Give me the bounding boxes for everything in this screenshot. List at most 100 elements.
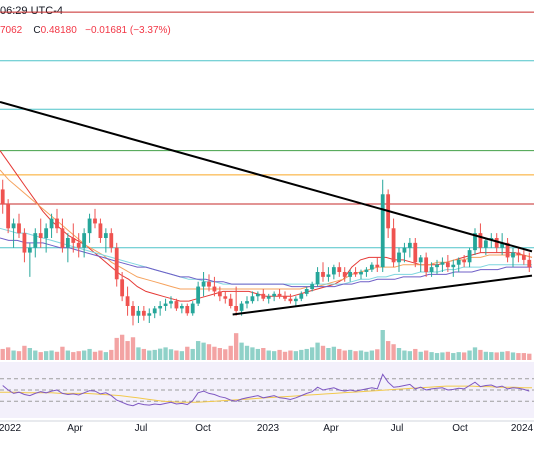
volume-bar-33 [179,351,185,360]
volume-bar-69 [375,349,380,360]
candle-body-35 [190,303,195,314]
candle-body-51 [277,293,282,297]
candle-body-95 [516,252,521,255]
candle-body-52 [283,296,287,299]
candle-body-48 [261,293,266,299]
trendline-0 [0,101,533,253]
candle-body-70 [380,194,385,268]
candle-body-94 [511,252,515,258]
x-tick-label-6: Jul [391,423,404,434]
candle-body-50 [272,293,277,297]
x-tick-label-8: 2024 [511,423,534,434]
candle-body-66 [359,272,363,275]
volume-bar-1 [5,347,11,360]
ma-line-2 [0,227,532,285]
candle-body-54 [293,298,298,302]
volume-bar-73 [396,348,402,360]
candle-body-60 [326,274,331,277]
volume-bar-43 [233,333,239,360]
volume-bar-95 [516,353,521,360]
volume-bar-74 [402,350,407,360]
candle-body-40 [217,291,222,297]
candle-body-68 [369,264,374,270]
volume-bar-35 [190,348,195,360]
volume-bar-46 [250,347,255,360]
volume-bar-10 [54,351,60,360]
candle-body-45 [245,301,249,304]
ohlc-open-fragment: 7062 [0,25,23,36]
candle-body-2 [11,223,16,229]
volume-bar-82 [445,351,451,360]
volume-bar-15 [81,350,87,360]
candle-body-23 [125,296,130,306]
candle-body-25 [136,310,141,316]
candle-body-80 [435,264,439,268]
candle-body-76 [413,242,418,263]
volume-bar-24 [130,337,136,360]
volume-bar-66 [358,350,364,360]
candle-body-43 [234,306,239,311]
volume-bar-78 [423,350,429,360]
volume-bar-12 [65,350,71,360]
x-tick-label-2: Jul [135,423,148,434]
rsi-line [2,373,530,407]
volume-bar-30 [163,347,168,360]
candle-body-88 [478,233,483,248]
candle-body-15 [82,233,87,248]
candle-body-41 [223,296,228,299]
candle-body-79 [429,267,434,272]
candle-body-29 [158,306,163,309]
volume-bar-61 [331,346,337,360]
volume-bar-71 [385,341,391,360]
candle-body-31 [169,301,173,304]
candle-body-53 [288,298,293,302]
candle-body-46 [250,296,255,302]
ma-line-0 [0,150,533,302]
volume-bar-2 [11,350,16,360]
volume-bar-52 [282,351,288,360]
candle-body-24 [131,306,135,316]
volume-bar-40 [217,348,223,360]
volume-bar-65 [353,351,358,360]
candle-body-65 [353,272,358,275]
candle-body-39 [212,286,217,292]
candle-body-57 [310,284,315,289]
volume-bar-51 [277,349,282,360]
candle-body-72 [391,228,396,263]
candle-body-33 [179,306,184,309]
volume-bar-18 [98,350,103,360]
candle-body-63 [342,272,347,277]
candle-body-37 [201,281,206,287]
candle-body-21 [114,247,119,280]
candle-body-93 [505,242,510,258]
candle-body-3 [17,223,21,234]
volume-bar-57 [309,347,315,360]
volume-bar-53 [288,350,293,360]
volume-bar-60 [326,348,331,360]
volume-bar-97 [527,353,532,360]
volume-bar-76 [413,348,418,360]
volume-bar-4 [22,345,27,360]
volume-bar-84 [456,352,461,360]
candle-body-74 [402,247,407,253]
x-tick-label-5: Apr [323,423,339,434]
volume-bar-26 [141,348,147,360]
candle-body-9 [49,218,54,229]
volume-bar-86 [467,350,472,360]
x-tick-label-4: 2023 [257,423,280,434]
candle-body-11 [60,228,65,248]
volume-bar-54 [293,351,299,360]
candle-body-61 [331,267,336,275]
ohlc-change: −0.01681 [85,25,128,36]
volume-bar-31 [168,349,174,360]
volume-bar-81 [440,352,445,360]
candle-body-6 [33,233,38,248]
candle-body-26 [141,310,146,316]
volume-bar-36 [195,341,201,360]
candle-body-20 [109,233,114,248]
candle-body-5 [27,247,32,253]
volume-bar-62 [337,348,342,360]
volume-bar-94 [510,352,516,360]
volume-bar-72 [391,344,396,360]
